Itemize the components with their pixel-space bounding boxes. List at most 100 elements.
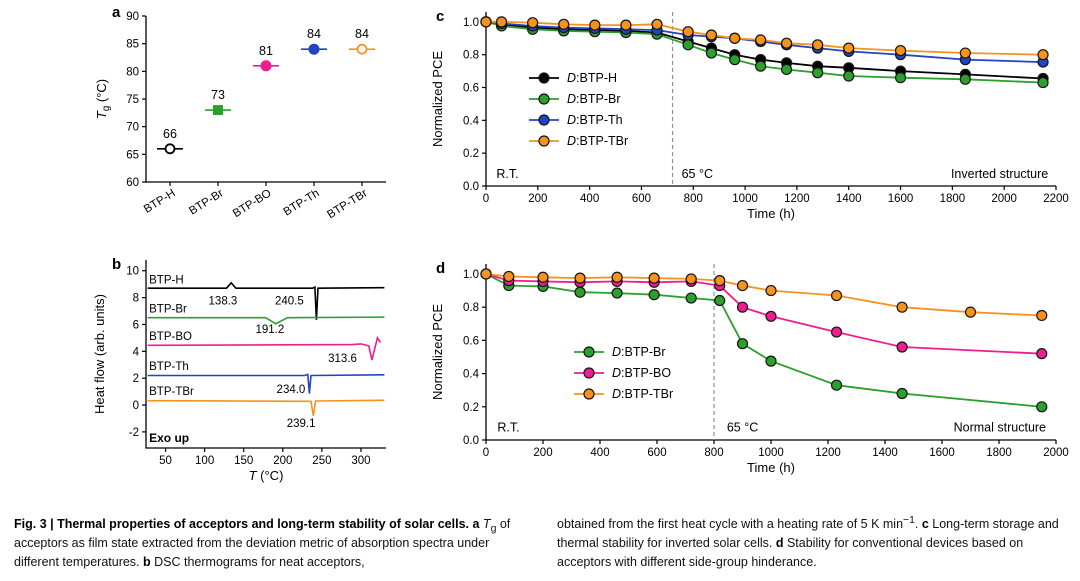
x-tick-label: 800 xyxy=(704,447,723,459)
y-tick-label: 1.0 xyxy=(463,17,479,29)
marker xyxy=(620,19,632,31)
panel-label-b: b xyxy=(112,256,122,273)
marker xyxy=(830,379,843,391)
y-tick-label: 0 xyxy=(133,400,139,412)
marker xyxy=(729,54,741,66)
legend-label: D:BTP-Br xyxy=(612,345,665,359)
annotation: 313.6 xyxy=(328,353,357,365)
x-axis-label: Time (h) xyxy=(747,460,795,475)
marker xyxy=(736,301,749,313)
y-tick-label: 0.6 xyxy=(463,83,479,95)
x-tick-label: 1400 xyxy=(872,447,898,459)
y-tick-label: 70 xyxy=(126,122,139,134)
marker xyxy=(589,19,601,31)
value-label: 66 xyxy=(163,127,177,141)
y-axis-label: Normalized PCE xyxy=(430,304,445,400)
marker xyxy=(537,271,549,283)
annotation: 65 °C xyxy=(727,421,758,435)
x-tick-label: 1600 xyxy=(929,447,955,459)
annotation: 239.1 xyxy=(287,418,316,430)
marker xyxy=(896,387,908,400)
marker xyxy=(755,34,767,46)
marker xyxy=(538,72,550,84)
y-tick-label: 65 xyxy=(126,149,139,161)
x-axis-label: Time (h) xyxy=(747,206,795,221)
x-tick-label: 1400 xyxy=(836,193,862,205)
marker xyxy=(964,306,977,318)
annotation: 191.2 xyxy=(255,324,284,336)
marker xyxy=(729,32,741,44)
legend-label: D:BTP-Th xyxy=(567,113,623,127)
y-tick-label: 0.0 xyxy=(463,181,479,193)
x-tick-label: 200 xyxy=(533,447,552,459)
x-tick-label: 2000 xyxy=(991,193,1017,205)
annotation: BTP-BO xyxy=(149,331,192,343)
x-tick-label: 200 xyxy=(528,193,547,205)
panel-c-inverted-stability-chart: 0.0 0.2 0.4 0.6 0.8 1.0 0 200 400 600 800 1000 1200 1… xyxy=(424,0,1076,255)
y-tick-label: 60 xyxy=(126,177,139,189)
normal-stability-plot: 0.0 0.2 0.4 0.6 0.8 1.0 0 200 400 600 800 1000 1200 1… xyxy=(430,264,1069,475)
marker xyxy=(714,294,726,307)
marker xyxy=(480,268,492,280)
legend-label: D:BTP-Br xyxy=(567,92,620,106)
dsc-curve xyxy=(147,335,382,361)
marker xyxy=(1037,76,1049,89)
x-tick-label: BTP-TBr xyxy=(325,187,369,221)
inverted-stability-plot: 0.0 0.2 0.4 0.6 0.8 1.0 0 200 400 600 800 1000 1200 1… xyxy=(430,12,1069,221)
marker xyxy=(480,16,492,28)
marker xyxy=(765,284,777,297)
annotation: 240.5 xyxy=(275,295,304,307)
marker xyxy=(812,39,824,51)
x-tick-label: 1000 xyxy=(758,447,784,459)
y-tick-label: 85 xyxy=(126,39,139,51)
y-tick-label: 2 xyxy=(133,373,139,385)
y-tick-label: 0.6 xyxy=(463,335,479,347)
y-tick-label: 0.2 xyxy=(463,402,479,414)
panel-label-a: a xyxy=(112,4,121,21)
x-tick-label: 0 xyxy=(483,447,489,459)
marker xyxy=(583,346,595,358)
legend-label: D:BTP-TBr xyxy=(612,387,673,401)
y-tick-label: 0.0 xyxy=(463,435,479,447)
dsc-curve xyxy=(147,373,385,394)
x-tick-label: 1200 xyxy=(815,447,841,459)
y-tick-label: 0.8 xyxy=(463,50,479,62)
value-label: 81 xyxy=(259,44,273,58)
marker xyxy=(1036,401,1048,413)
y-tick-label: 0.2 xyxy=(463,148,479,160)
marker xyxy=(1037,49,1049,61)
y-tick-label: 6 xyxy=(133,319,139,331)
panel-d-normal-stability-chart: 0.0 0.2 0.4 0.6 0.8 1.0 0 200 400 600 800 1000 1200 1… xyxy=(424,252,1076,509)
axes xyxy=(145,16,386,183)
annotation: BTP-Br xyxy=(149,303,187,315)
marker xyxy=(527,17,539,29)
marker xyxy=(765,355,777,367)
marker xyxy=(894,44,907,57)
annotation: 138.3 xyxy=(209,295,238,307)
marker xyxy=(503,270,515,283)
y-tick-label: 8 xyxy=(133,293,139,305)
marker xyxy=(538,114,550,126)
x-tick-label: 1000 xyxy=(732,193,758,205)
annotation: BTP-H xyxy=(149,275,184,287)
axes xyxy=(145,260,386,449)
marker xyxy=(843,42,855,54)
marker xyxy=(574,272,586,284)
annotation: 65 °C xyxy=(682,167,713,181)
panel-label-d: d xyxy=(436,260,446,277)
x-tick-label: 2000 xyxy=(1043,447,1069,459)
annotation: R.T. xyxy=(496,167,518,181)
marker xyxy=(765,310,777,322)
y-tick-label: 10 xyxy=(126,266,139,278)
value-label: 73 xyxy=(211,88,225,102)
marker xyxy=(495,16,508,28)
y-axis-label: Heat flow (arb. units) xyxy=(92,294,107,414)
marker xyxy=(894,72,907,84)
marker xyxy=(780,37,793,49)
marker xyxy=(538,135,550,147)
x-tick-label: 400 xyxy=(590,447,609,459)
y-axis-label: Tg (°C) xyxy=(94,79,112,119)
annotation: BTP-TBr xyxy=(149,386,194,398)
panel-a-tg-chart: 60 65 70 75 80 85 90 BTP-H BTP-Br BTP-BO BTP-Th BTP… xyxy=(90,2,400,253)
y-tick-label: 0.4 xyxy=(463,115,480,127)
